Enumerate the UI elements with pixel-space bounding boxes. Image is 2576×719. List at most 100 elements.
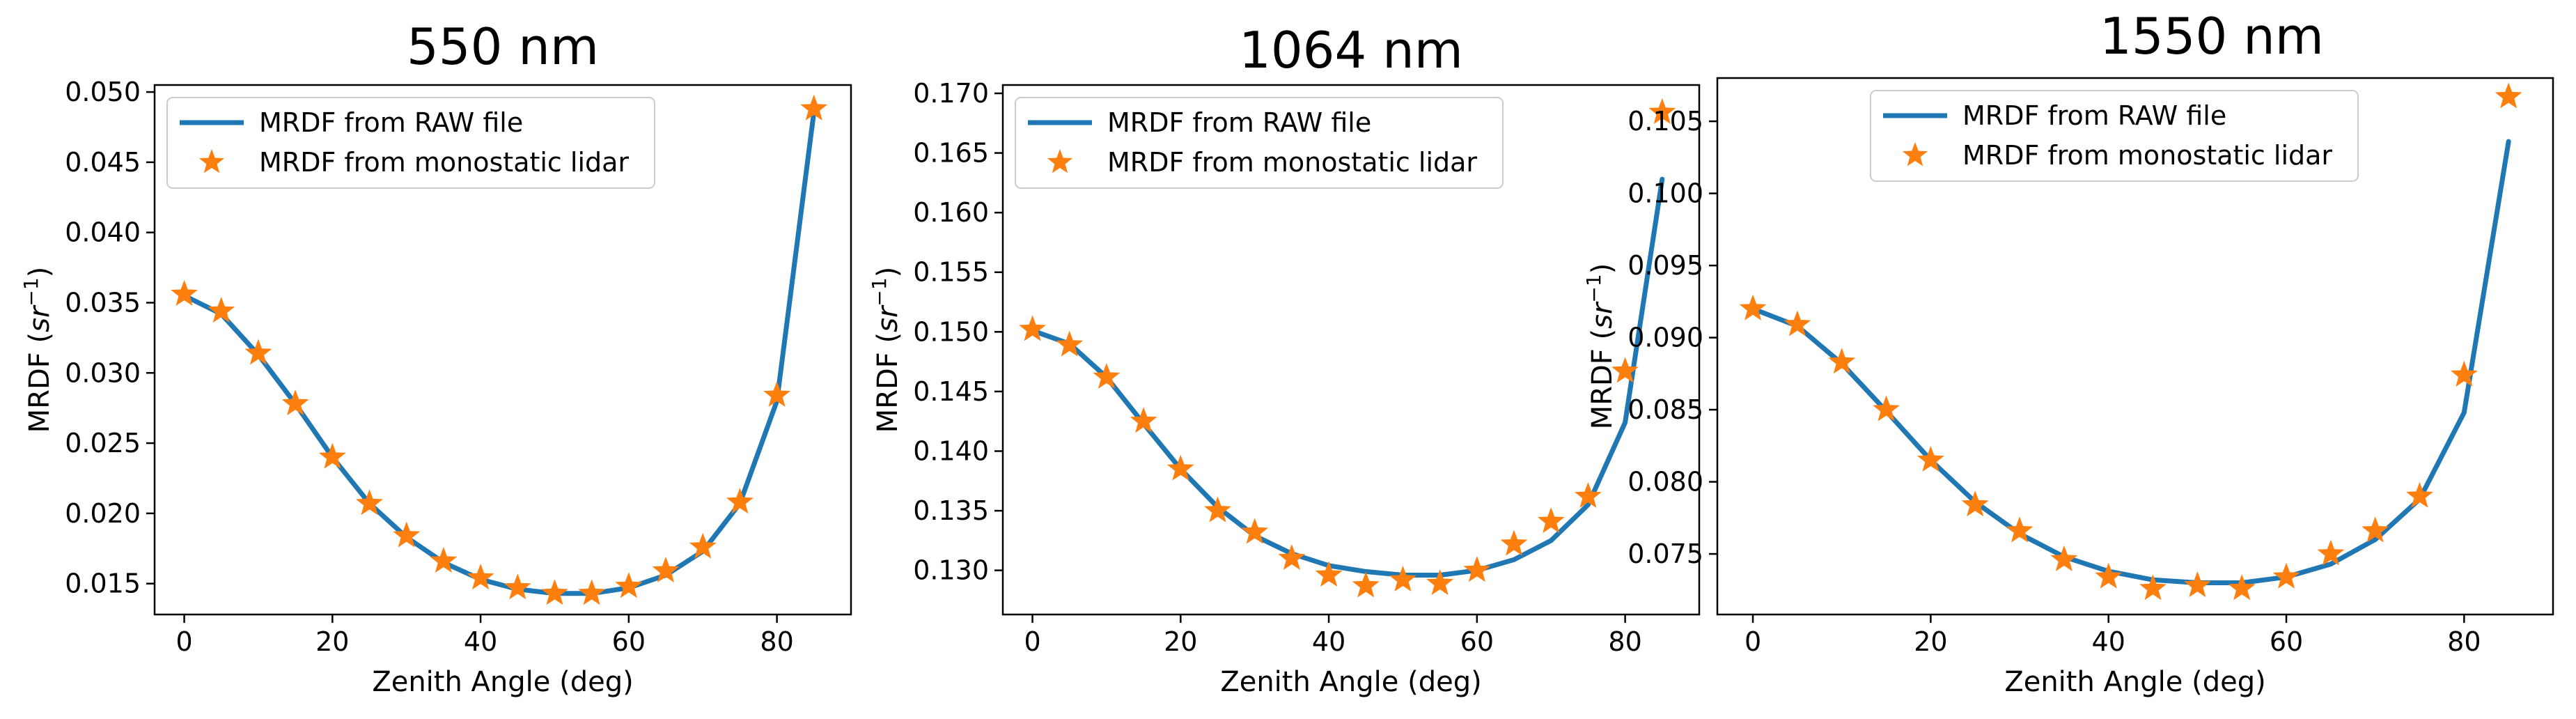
data-point-monostatic-lidar <box>2006 516 2034 543</box>
data-point-monostatic-lidar <box>244 339 272 365</box>
legend-label-monostatic-lidar: MRDF from monostatic lidar <box>1962 140 2332 171</box>
legend-box <box>166 97 655 189</box>
data-point-monostatic-lidar <box>393 521 421 548</box>
x-tick-label: 0 <box>175 626 192 657</box>
legend-star-swatch <box>198 149 225 173</box>
x-tick-label: 60 <box>612 626 646 657</box>
data-point-monostatic-lidar <box>1611 357 1639 383</box>
data-point-monostatic-lidar <box>1389 565 1416 592</box>
data-point-monostatic-lidar <box>1828 348 1856 374</box>
chart-title: 550 nm <box>407 17 599 76</box>
y-axis-label-close: ) <box>1586 263 1618 275</box>
data-point-monostatic-lidar <box>467 564 494 590</box>
y-axis-label: MRDF (sr−1) <box>1582 263 1618 430</box>
legend-star-swatch <box>1902 142 1928 167</box>
data-point-monostatic-lidar <box>615 572 643 598</box>
data-point-monostatic-lidar <box>2450 360 2478 387</box>
panel-2: 1064 nm 0 20 40 60 80 0.130 0.135 0.140 0.145 0.15… <box>868 21 1701 698</box>
data-point-monostatic-lidar <box>318 442 346 469</box>
data-point-monostatic-lidar <box>356 489 383 516</box>
x-axis-label: Zenith Angle (deg) <box>1220 666 1481 698</box>
data-point-monostatic-lidar <box>2095 562 2123 589</box>
data-point-monostatic-lidar <box>689 532 717 559</box>
data-point-monostatic-lidar <box>281 389 309 416</box>
data-point-monostatic-lidar <box>1093 362 1121 389</box>
data-point-monostatic-lidar <box>2406 481 2433 508</box>
data-point-monostatic-lidar <box>1961 490 1989 517</box>
x-tick-label: 80 <box>2447 626 2481 657</box>
data-point-monostatic-lidar <box>1873 395 1900 422</box>
y-axis-label-close: ) <box>24 267 56 278</box>
legend-label-monostatic-lidar: MRDF from monostatic lidar <box>1107 147 1477 178</box>
y-tick-label: 0.100 <box>1627 178 1703 209</box>
data-point-monostatic-lidar <box>800 94 828 121</box>
y-tick-label: 0.105 <box>1627 106 1703 137</box>
data-point-monostatic-lidar <box>1648 98 1676 124</box>
x-tick-label: 60 <box>1460 626 1494 657</box>
legend-label-raw-file: MRDF from RAW file <box>1107 107 1371 138</box>
x-tick-label: 40 <box>1312 626 1345 657</box>
x-tick-label: 0 <box>1744 626 1761 657</box>
data-point-monostatic-lidar <box>1500 529 1528 556</box>
y-axis-label-exponent: −1 <box>19 277 42 306</box>
x-axis-label: Zenith Angle (deg) <box>2004 666 2265 698</box>
y-axis-label: MRDF (sr−1) <box>868 267 904 433</box>
data-point-monostatic-lidar <box>1783 310 1811 337</box>
y-tick-label: 0.130 <box>913 555 989 586</box>
y-axis-label: MRDF (sr−1) <box>19 267 56 433</box>
data-point-monostatic-lidar <box>1166 454 1194 481</box>
series-line-raw-file <box>1030 176 1665 578</box>
data-point-monostatic-lidar <box>1352 571 1380 598</box>
y-axis-label-close: ) <box>872 267 904 278</box>
y-tick-label: 0.160 <box>913 197 989 228</box>
x-axis-label: Zenith Angle (deg) <box>372 666 633 698</box>
y-tick-label: 0.020 <box>65 498 141 529</box>
legend-box <box>1015 97 1504 189</box>
y-tick-label: 0.030 <box>65 357 141 388</box>
x-tick-label: 20 <box>1164 626 1197 657</box>
data-point-monostatic-lidar <box>1575 482 1602 509</box>
data-point-monostatic-lidar <box>1204 496 1231 523</box>
x-tick-label: 40 <box>2092 626 2125 657</box>
y-tick-label: 0.080 <box>1627 467 1703 497</box>
panel-3: 1550 nm 0 20 40 60 80 0.075 0.080 0.085 0.090 0.09… <box>1582 7 2554 698</box>
data-point-monostatic-lidar <box>171 279 198 306</box>
data-point-monostatic-lidar <box>2495 82 2522 109</box>
x-tick-label: 20 <box>1914 626 1947 657</box>
y-axis-label-main: MRDF ( <box>1586 329 1618 429</box>
x-tick-label: 80 <box>760 626 793 657</box>
x-tick-label: 0 <box>1024 626 1040 657</box>
data-point-monostatic-lidar <box>2362 516 2389 543</box>
chart-title: 1064 nm <box>1239 21 1463 79</box>
y-tick-label: 0.085 <box>1627 394 1703 425</box>
data-point-monostatic-lidar <box>726 488 754 514</box>
data-point-monostatic-lidar <box>2183 571 2211 598</box>
series-line-raw-file <box>1750 139 2511 585</box>
y-tick-label: 0.135 <box>913 495 989 526</box>
legend-label-raw-file: MRDF from RAW file <box>259 107 523 138</box>
data-point-monostatic-lidar <box>1315 561 1343 587</box>
data-point-monostatic-lidar <box>541 579 568 605</box>
y-tick-label: 0.035 <box>65 287 141 318</box>
data-point-monostatic-lidar <box>1241 518 1269 544</box>
y-axis-label-unit: sr <box>1586 301 1618 329</box>
y-tick-label: 0.170 <box>913 78 989 109</box>
y-tick-label: 0.150 <box>913 316 989 347</box>
y-tick-label: 0.025 <box>65 428 141 458</box>
x-tick-label: 60 <box>2270 626 2303 657</box>
chart-title: 1550 nm <box>2100 7 2324 65</box>
data-point-monostatic-lidar <box>504 573 531 600</box>
data-point-monostatic-lidar <box>1278 544 1306 571</box>
data-point-monostatic-lidar <box>2272 562 2300 589</box>
y-tick-label: 0.090 <box>1627 323 1703 353</box>
data-point-monostatic-lidar <box>1019 315 1046 341</box>
y-axis-label-exponent: −1 <box>1582 274 1605 302</box>
y-axis-label-unit: sr <box>24 304 56 332</box>
y-tick-label: 0.075 <box>1627 539 1703 569</box>
data-point-monostatic-lidar <box>208 297 235 323</box>
data-point-monostatic-lidar <box>1739 294 1767 320</box>
axes-frame <box>153 84 852 616</box>
axes-frame <box>1716 77 2554 616</box>
x-tick-label: 20 <box>315 626 349 657</box>
